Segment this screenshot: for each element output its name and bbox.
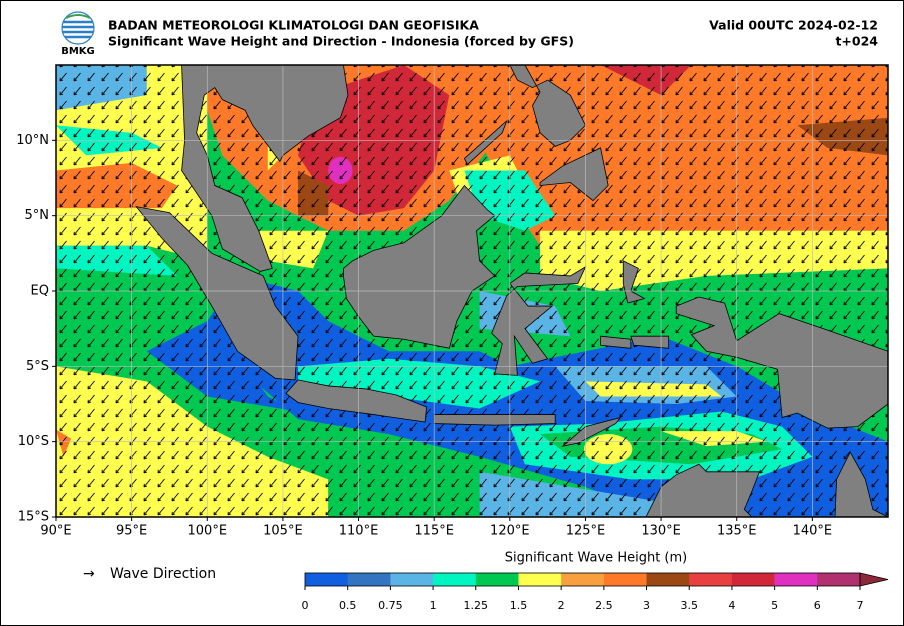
colorbar-tick-label: 0.5 (339, 599, 357, 612)
colorbar-segment (817, 573, 861, 586)
logo: BMKG (61, 11, 95, 57)
colorbar-tick-label: 2 (558, 599, 565, 612)
x-tick-label: 95°E (116, 524, 147, 539)
colorbar-tick-label: 7 (857, 599, 864, 612)
colorbar-segment (689, 573, 733, 586)
x-tick-label: 100°E (188, 524, 228, 539)
colorbar-segment (774, 573, 818, 586)
grid (56, 65, 888, 517)
colorbar-tick-label: 0.75 (378, 599, 403, 612)
colorbar-segment (731, 573, 775, 586)
x-tick-label: 125°E (566, 524, 606, 539)
x-tick-label: 105°E (263, 524, 303, 539)
agency: BADAN METEOROLOGI KLIMATOLOGI DAN GEOFIS… (108, 18, 479, 33)
x-tick-label: 130°E (641, 524, 681, 539)
x-tick-label: 135°E (717, 524, 757, 539)
colorbar-segment (518, 573, 562, 586)
x-tick-label: 110°E (339, 524, 379, 539)
x-tick-label: 90°E (40, 524, 71, 539)
colorbar-tick-label: 3.5 (680, 599, 698, 612)
y-tick-label: 5°S (26, 359, 49, 374)
colorbar-segment (561, 573, 605, 586)
colorbar-label: Significant Wave Height (m) (505, 551, 687, 566)
colorbar: 0 0.5 0.75 1 1.25 1.5 2 2.5 3 3.5 4 5 6 7 (302, 572, 889, 612)
colorbar-tick-label: 0 (302, 599, 309, 612)
legend-label: Wave Direction (110, 566, 216, 582)
colorbar-tick-label: 5 (771, 599, 778, 612)
valid-time: Valid 00UTC 2024-02-12 (709, 18, 878, 33)
y-tick-label: 15°S (18, 510, 49, 525)
colorbar-frame (304, 572, 861, 587)
x-tick-label: 140°E (793, 524, 833, 539)
colorbar-tick-label: 1.5 (510, 599, 528, 612)
land (136, 65, 888, 517)
title: Significant Wave Height and Direction - … (108, 34, 574, 49)
y-tick-label: EQ (31, 284, 49, 299)
colorbar-segment (305, 573, 348, 586)
y-tick-label: 10°S (18, 434, 49, 449)
colorbar-segment (475, 573, 519, 586)
colorbar-segment (347, 573, 391, 586)
colorbar-tick-label: 3 (643, 599, 650, 612)
logo-text: BMKG (61, 46, 95, 57)
map-ticks: 90°E 95°E 100°E 105°E 110°E 115°E 120°E 125°E 13… (16, 133, 832, 539)
colorbar-segment (646, 573, 690, 586)
colorbar-segment (603, 573, 647, 586)
colorbar-segment (390, 573, 434, 586)
x-tick-label: 120°E (490, 524, 530, 539)
colorbar-tick-label: 4 (728, 599, 735, 612)
legend-symbol: → (83, 566, 95, 582)
colorbar-tick-label: 2.5 (595, 599, 613, 612)
colorbar-tick-label: 6 (814, 599, 821, 612)
y-tick-label: 10°N (16, 133, 49, 148)
colorbar-segment (433, 573, 477, 586)
colorbar-tick-label: 1 (430, 599, 437, 612)
colorbar-tick-label: 1.25 (464, 599, 489, 612)
y-tick-label: 5°N (25, 208, 50, 223)
x-tick-label: 115°E (414, 524, 454, 539)
map (56, 65, 888, 517)
lead-time: t+024 (835, 34, 878, 49)
